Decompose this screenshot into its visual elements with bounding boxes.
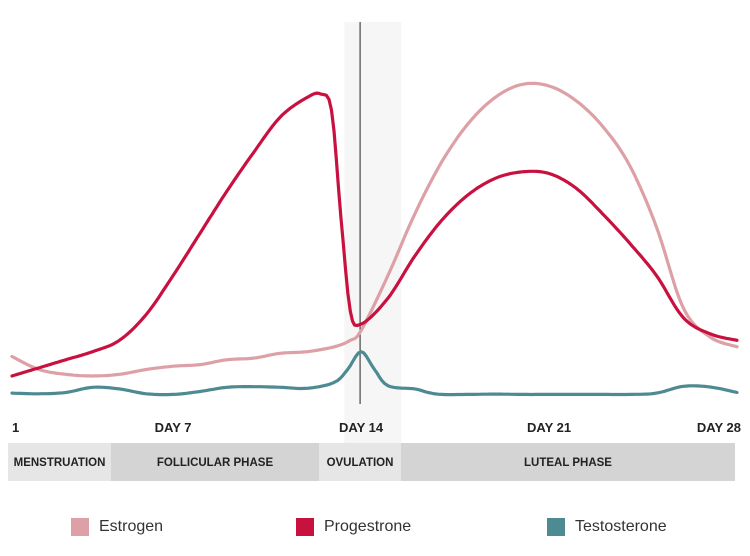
ovulation-highlight-band — [344, 22, 402, 460]
x-tick-label: DAY 28 — [697, 420, 741, 435]
legend-label-testosterone: Testosterone — [575, 518, 667, 535]
progestrone-swatch — [296, 518, 314, 536]
legend-item-testosterone: Testosterone — [547, 514, 667, 540]
phase-label: MENSTRUATION — [14, 457, 106, 469]
phase-bar: MENSTRUATION FOLLICULAR PHASE OVULATION LUT… — [8, 443, 735, 481]
legend-item-estrogen: Estrogen — [71, 514, 163, 540]
series-line-progestrone — [10, 91, 739, 378]
phase-follicular-phase — [111, 443, 319, 481]
x-tick-label: DAY 7 — [155, 420, 192, 435]
x-tick-label: DAY 14 — [339, 420, 384, 435]
phase-ovulation — [319, 443, 401, 481]
phase-label: LUTEAL PHASE — [524, 457, 612, 469]
x-axis-ticks: 1 DAY 7 DAY 14 DAY 21 DAY 28 — [12, 420, 741, 435]
phase-label: OVULATION — [327, 457, 394, 469]
phase-luteal-phase — [401, 443, 735, 481]
x-tick-label: DAY 21 — [527, 420, 571, 435]
series-line-estrogen — [10, 81, 739, 378]
phase-label: FOLLICULAR PHASE — [157, 457, 274, 469]
legend-label-estrogen: Estrogen — [99, 518, 164, 535]
series-line-testosterone — [10, 350, 739, 397]
phase-menstruation — [8, 443, 111, 481]
estrogen-swatch — [71, 518, 89, 536]
testosterone-swatch — [547, 518, 565, 536]
chart-series — [10, 81, 739, 397]
chart-background — [344, 22, 402, 460]
x-tick-label: 1 — [12, 420, 19, 435]
legend-item-progestrone: Progestrone — [296, 514, 411, 540]
legend-label-progestrone: Progestrone — [324, 518, 412, 535]
